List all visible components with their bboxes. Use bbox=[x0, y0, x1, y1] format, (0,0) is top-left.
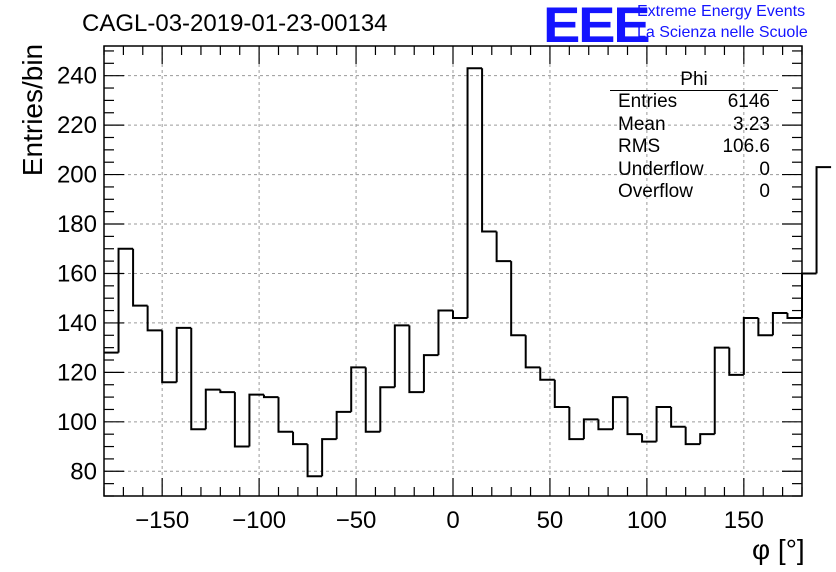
stats-value: 3.23 bbox=[733, 113, 770, 135]
histogram-bin bbox=[481, 68, 497, 233]
histogram-bin bbox=[713, 346, 730, 435]
histogram-bin bbox=[219, 389, 235, 394]
histogram-bin bbox=[684, 426, 701, 446]
histogram-bin bbox=[815, 166, 832, 274]
stats-label: RMS bbox=[618, 136, 661, 157]
chart-title: CAGL-03-2019-01-23-00134 bbox=[82, 10, 388, 37]
histogram-bin bbox=[379, 386, 395, 432]
x-tick-label: −50 bbox=[336, 507, 377, 534]
histogram-bin bbox=[786, 313, 802, 319]
histogram-bin bbox=[524, 335, 541, 369]
histogram-bin bbox=[306, 444, 323, 478]
stats-row-entries: Entries 6146 bbox=[610, 91, 778, 114]
histogram-bin bbox=[437, 309, 453, 356]
y-tick-label: 180 bbox=[57, 211, 97, 238]
stats-label: Mean bbox=[618, 113, 666, 135]
y-tick-label: 140 bbox=[57, 310, 97, 337]
histogram-bin bbox=[422, 354, 439, 393]
stats-box: Phi Entries 6146 Mean 3.23 RMS 106.6 Und… bbox=[610, 70, 778, 204]
histogram-bin bbox=[742, 316, 759, 375]
stats-row-rms: RMS 106.6 bbox=[610, 136, 778, 159]
histogram-bin bbox=[393, 324, 410, 388]
x-tick-label: 0 bbox=[446, 507, 459, 534]
histogram-bin bbox=[655, 405, 672, 442]
histogram-bin bbox=[248, 393, 264, 447]
stats-value: 106.6 bbox=[722, 136, 770, 157]
x-tick-label: 150 bbox=[724, 507, 764, 534]
x-tick-label: 50 bbox=[537, 507, 564, 534]
histogram-bin bbox=[132, 248, 148, 307]
histogram-bin bbox=[771, 312, 788, 336]
histogram-bin bbox=[117, 247, 134, 353]
logo-line-2: La Scienza nelle Scuole bbox=[637, 24, 808, 41]
histogram-bin bbox=[495, 231, 512, 263]
y-tick-label: 80 bbox=[70, 458, 97, 485]
histogram-bin bbox=[582, 418, 599, 440]
histogram-bin bbox=[466, 67, 483, 318]
histogram-bin bbox=[626, 397, 643, 436]
histogram-bin bbox=[161, 330, 177, 384]
stats-value: 6146 bbox=[727, 91, 770, 112]
histogram-bin bbox=[146, 305, 163, 332]
stats-row-mean: Mean 3.23 bbox=[610, 114, 778, 137]
histogram-bin bbox=[292, 431, 308, 446]
axis-tick-labels: −150 −100 −50 0 50 100 150 80 100 120 140 160 180 200… bbox=[57, 63, 764, 534]
stats-row-overflow: Overflow 0 bbox=[610, 181, 778, 204]
stats-value: 0 bbox=[759, 181, 770, 202]
histogram-bin bbox=[277, 397, 294, 433]
histogram-bin bbox=[350, 366, 366, 412]
histogram-bin bbox=[611, 396, 628, 430]
y-tick-label: 100 bbox=[57, 409, 97, 436]
histogram-series bbox=[104, 67, 832, 478]
histogram-bin bbox=[757, 317, 773, 337]
stats-label: Overflow bbox=[618, 181, 693, 202]
histogram-bin bbox=[597, 419, 613, 431]
histogram-bin bbox=[641, 434, 657, 443]
histogram-bin bbox=[233, 392, 250, 448]
histogram-bin bbox=[568, 406, 584, 441]
histogram-bin bbox=[801, 272, 817, 318]
histogram-bin bbox=[190, 327, 206, 431]
stats-label: Entries bbox=[618, 91, 678, 112]
eee-logo: EEE bbox=[543, 0, 651, 53]
stats-title: Phi bbox=[610, 70, 778, 91]
y-tick-label: 120 bbox=[57, 359, 97, 386]
histogram-bin bbox=[335, 410, 352, 440]
histogram-bin bbox=[510, 261, 526, 337]
histogram-bin bbox=[452, 310, 468, 319]
histogram-bin bbox=[262, 394, 279, 399]
histogram-bin bbox=[670, 406, 686, 428]
x-tick-label: −100 bbox=[232, 507, 286, 534]
axis-ticks bbox=[103, 46, 803, 497]
y-axis-label: Entries/bin bbox=[17, 43, 48, 177]
histogram-bin bbox=[364, 367, 381, 433]
histogram-bin bbox=[699, 433, 715, 445]
y-tick-label: 200 bbox=[57, 162, 97, 189]
x-tick-label: 100 bbox=[627, 507, 667, 534]
stats-row-underflow: Underflow 0 bbox=[610, 159, 778, 182]
histogram-bin bbox=[728, 347, 744, 376]
histogram-bin bbox=[204, 388, 221, 430]
logo-line-1: Extreme Energy Events bbox=[637, 3, 806, 20]
histogram-bin bbox=[321, 438, 337, 477]
x-axis-label: φ [°] bbox=[752, 534, 805, 565]
x-tick-label: −150 bbox=[135, 507, 189, 534]
histogram-bin bbox=[553, 379, 570, 408]
y-tick-label: 240 bbox=[57, 63, 97, 90]
stats-value: 0 bbox=[759, 158, 770, 180]
y-tick-label: 160 bbox=[57, 260, 97, 287]
histogram-bin bbox=[408, 325, 424, 394]
grid-lines bbox=[104, 46, 802, 496]
histogram-bin bbox=[175, 326, 192, 383]
histogram-bin bbox=[539, 367, 555, 381]
stats-label: Underflow bbox=[618, 158, 704, 180]
y-tick-label: 220 bbox=[57, 112, 97, 139]
